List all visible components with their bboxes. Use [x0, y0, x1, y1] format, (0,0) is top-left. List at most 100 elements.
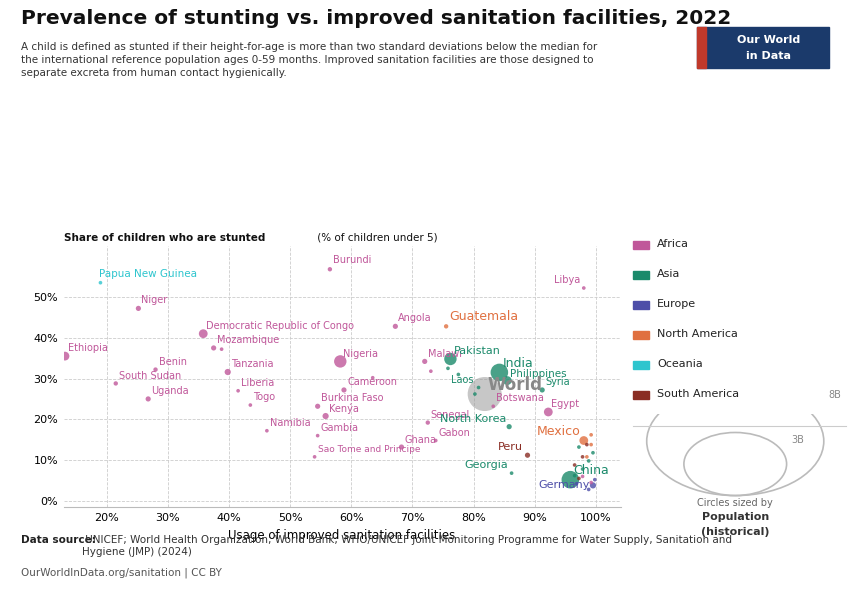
Point [418, 356, 432, 366]
Point [444, 354, 457, 364]
Point [568, 471, 581, 481]
Text: Germany: Germany [539, 480, 590, 490]
Point [584, 440, 598, 449]
Point [586, 481, 600, 490]
Point [58, 352, 71, 361]
Text: Ethiopia: Ethiopia [68, 343, 108, 353]
Text: China: China [574, 464, 609, 477]
Text: Liberia: Liberia [241, 378, 275, 388]
Point [424, 367, 438, 376]
Point [394, 442, 408, 452]
Point [586, 448, 600, 458]
Text: Egypt: Egypt [552, 399, 580, 409]
Text: Burundi: Burundi [333, 255, 371, 265]
Point [207, 343, 220, 353]
Point [580, 452, 593, 461]
Point [196, 329, 210, 338]
Text: Togo: Togo [253, 392, 275, 402]
Point [441, 364, 455, 373]
Point [221, 367, 235, 377]
Text: OurWorldInData.org/sanitation | CC BY: OurWorldInData.org/sanitation | CC BY [21, 567, 222, 577]
Point [541, 407, 555, 417]
Point [319, 411, 332, 421]
Point [575, 472, 589, 481]
Text: Africa: Africa [657, 239, 689, 249]
Text: Circles sized by: Circles sized by [697, 498, 774, 508]
Text: UNICEF; World Health Organization; World Bank; WHO/UNICEF Joint Monitoring Progr: UNICEF; World Health Organization; World… [82, 535, 733, 557]
Text: India: India [502, 356, 533, 370]
Point [472, 383, 485, 392]
Text: (historical): (historical) [701, 527, 769, 537]
Text: Uganda: Uganda [151, 386, 189, 397]
Point [141, 394, 155, 404]
Point [536, 385, 549, 395]
Point [478, 389, 491, 399]
Text: Tanzania: Tanzania [230, 359, 273, 369]
Point [388, 322, 402, 331]
Text: Sao Tome and Principe: Sao Tome and Principe [318, 445, 420, 454]
Text: 8B: 8B [828, 389, 842, 400]
Text: Philippines: Philippines [510, 368, 567, 379]
Text: Data source:: Data source: [21, 535, 96, 545]
Text: World: World [488, 376, 543, 394]
Point [492, 368, 506, 377]
Text: Pakistan: Pakistan [453, 346, 501, 356]
Text: A child is defined as stunted if their height-for-age is more than two standard : A child is defined as stunted if their h… [21, 42, 598, 79]
X-axis label: Usage of improved sanitation facilities: Usage of improved sanitation facilities [229, 529, 456, 542]
Point [577, 283, 591, 293]
Point [570, 479, 583, 488]
Point [521, 451, 535, 460]
Text: Kenýa: Kenýa [329, 403, 359, 413]
Point [323, 265, 337, 274]
Text: Angola: Angola [399, 313, 432, 323]
Point [568, 460, 581, 470]
Point [337, 385, 351, 395]
Point [439, 322, 453, 331]
Text: Georgia: Georgia [465, 460, 508, 470]
Point [231, 386, 245, 395]
Text: Namibia: Namibia [270, 418, 310, 428]
Point [308, 452, 321, 461]
Text: Syria: Syria [545, 377, 570, 387]
Point [582, 456, 596, 466]
Text: Oceania: Oceania [657, 359, 703, 369]
Point [580, 440, 593, 449]
Text: Asia: Asia [657, 269, 680, 279]
Text: Laos: Laos [451, 374, 473, 385]
Point [572, 473, 586, 483]
Text: North Korea: North Korea [439, 414, 506, 424]
Text: Libya: Libya [554, 275, 581, 285]
Point [584, 478, 598, 487]
Text: Burkina Faso: Burkina Faso [320, 394, 383, 403]
Point [501, 376, 514, 385]
Point [366, 373, 379, 383]
Text: Niger: Niger [141, 295, 167, 305]
Text: Democratic Republic of Congo: Democratic Republic of Congo [207, 321, 354, 331]
Text: Europe: Europe [657, 299, 696, 309]
Point [333, 356, 347, 366]
Point [588, 475, 602, 484]
Text: Benin: Benin [159, 357, 187, 367]
Point [94, 278, 107, 287]
Point [575, 452, 589, 461]
Point [311, 401, 325, 411]
Text: Mexico: Mexico [537, 425, 581, 437]
Point [421, 418, 434, 427]
Text: Gabon: Gabon [439, 428, 471, 438]
Point [260, 426, 274, 436]
Text: Cameroon: Cameroon [347, 377, 397, 387]
Text: Nigeria: Nigeria [343, 349, 378, 359]
Text: Gambia: Gambia [320, 423, 359, 433]
Text: South America: South America [657, 389, 740, 399]
Text: Ghana: Ghana [405, 434, 437, 445]
Text: North America: North America [657, 329, 738, 339]
Text: Our World: Our World [736, 35, 800, 45]
Point [582, 485, 596, 494]
Text: Papua New Guinea: Papua New Guinea [99, 269, 197, 278]
Point [109, 379, 122, 388]
Point [149, 365, 162, 374]
Point [215, 344, 229, 354]
Text: Peru: Peru [497, 442, 523, 452]
Bar [697, 27, 706, 68]
Point [244, 400, 258, 410]
